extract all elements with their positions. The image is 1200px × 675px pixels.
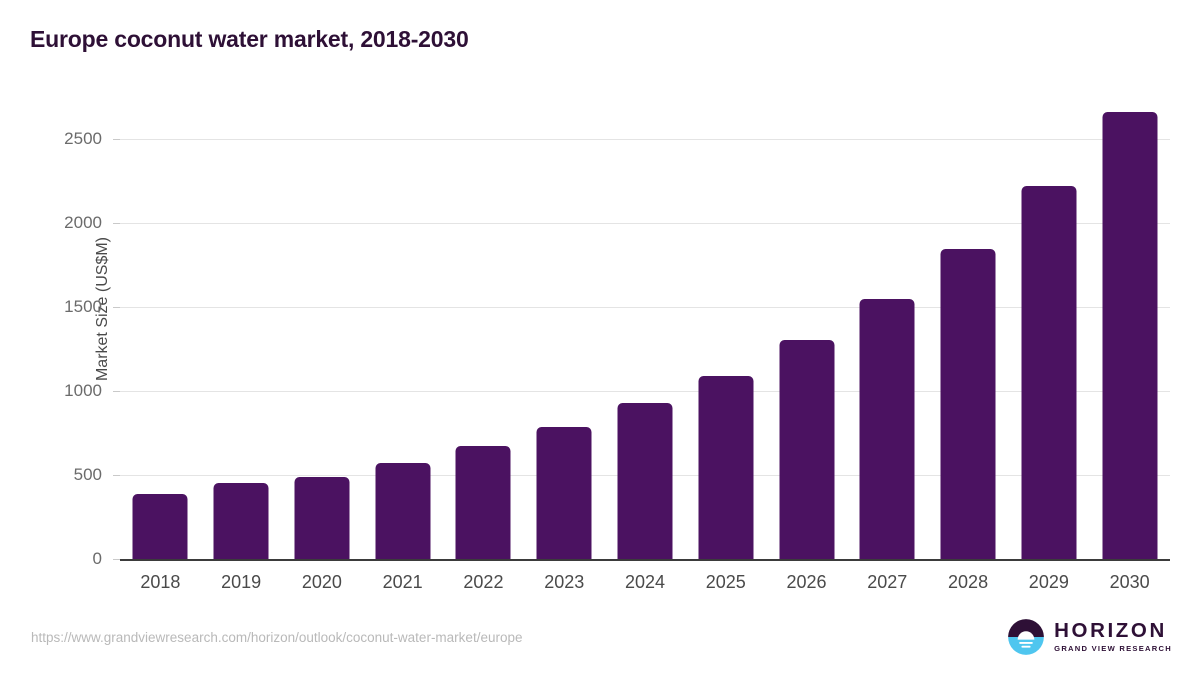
y-axis-tick-mark bbox=[113, 475, 120, 476]
horizon-logo-icon bbox=[1008, 619, 1045, 655]
y-axis-tick-label: 2500 bbox=[64, 129, 102, 148]
x-axis-tick-label: 2022 bbox=[463, 572, 504, 592]
y-axis-tick-mark bbox=[113, 559, 120, 560]
bar-group: 2018 bbox=[120, 0, 201, 675]
gridline bbox=[120, 223, 1170, 224]
x-axis-tick-label: 2024 bbox=[624, 572, 666, 592]
bar[interactable] bbox=[617, 403, 673, 559]
y-axis-tick-label: 2000 bbox=[64, 213, 102, 232]
bar[interactable] bbox=[698, 375, 754, 559]
bar[interactable] bbox=[213, 483, 269, 559]
y-axis-tick-label: 0 bbox=[92, 549, 102, 568]
chart-bars: 2018 2019 2020 2021 2022 2023 2024 2025 2026 2027… bbox=[120, 0, 1170, 675]
x-axis-tick-label: 2027 bbox=[867, 572, 908, 592]
x-axis-tick-label: 2020 bbox=[301, 572, 342, 592]
bar[interactable] bbox=[1021, 186, 1077, 559]
bar[interactable] bbox=[1102, 112, 1158, 559]
bar[interactable] bbox=[375, 463, 431, 559]
x-axis-tick-label: 2018 bbox=[140, 572, 181, 592]
x-axis-tick-label: 2025 bbox=[705, 572, 746, 592]
y-axis-tick-mark bbox=[113, 391, 120, 392]
logo-subtitle: GRAND VIEW RESEARCH bbox=[1054, 643, 1172, 653]
bar[interactable] bbox=[940, 248, 996, 559]
x-axis-line bbox=[120, 559, 1170, 561]
bar-group: 2025 bbox=[685, 0, 766, 675]
y-axis-tick-mark bbox=[113, 223, 120, 224]
bar-group: 2027 bbox=[847, 0, 928, 675]
bar-group: 2028 bbox=[928, 0, 1009, 675]
bar-group: 2020 bbox=[282, 0, 363, 675]
y-axis-tick-label: 1000 bbox=[64, 381, 102, 400]
page-title: Europe coconut water market, 2018-2030 bbox=[30, 26, 469, 52]
x-axis-tick-label: 2030 bbox=[1109, 572, 1150, 592]
x-axis-tick-label: 2029 bbox=[1028, 572, 1069, 592]
horizon-logo: HORIZON GRAND VIEW RESEARCH bbox=[1007, 618, 1172, 656]
gridline bbox=[120, 307, 1170, 308]
y-axis-tick-mark bbox=[113, 139, 120, 140]
y-axis-tick-label: 500 bbox=[73, 465, 102, 484]
x-axis-tick-label: 2026 bbox=[786, 572, 827, 592]
y-axis-tick-labels: 0 500 1000 1500 2000 2500 bbox=[42, 0, 102, 675]
x-axis-tick-label: 2019 bbox=[221, 572, 262, 592]
bar[interactable] bbox=[132, 494, 188, 559]
bar[interactable] bbox=[294, 476, 350, 559]
gridline bbox=[120, 391, 1170, 392]
x-axis-tick-label: 2021 bbox=[382, 572, 423, 592]
logo-title: HORIZON bbox=[1054, 619, 1167, 643]
source-url[interactable]: https://www.grandviewresearch.com/horizo… bbox=[31, 630, 523, 645]
horizon-logo-text: HORIZON GRAND VIEW RESEARCH bbox=[1054, 621, 1172, 652]
bar[interactable] bbox=[859, 299, 915, 559]
bar-group: 2029 bbox=[1008, 0, 1089, 675]
y-axis-tick-label: 1500 bbox=[64, 297, 102, 316]
bar-group: 2026 bbox=[766, 0, 847, 675]
bar[interactable] bbox=[536, 427, 592, 559]
bar-group: 2030 bbox=[1089, 0, 1170, 675]
bar-group: 2024 bbox=[605, 0, 686, 675]
x-axis-tick-label: 2028 bbox=[948, 572, 989, 592]
bar-group: 2022 bbox=[443, 0, 524, 675]
x-axis-tick-label: 2023 bbox=[544, 572, 585, 592]
bar-group: 2019 bbox=[201, 0, 282, 675]
gridline bbox=[120, 139, 1170, 140]
y-axis-tick-mark bbox=[113, 307, 120, 308]
bar-group: 2021 bbox=[362, 0, 443, 675]
bar-group: 2023 bbox=[524, 0, 605, 675]
bar[interactable] bbox=[455, 446, 511, 559]
bar[interactable] bbox=[779, 339, 835, 559]
